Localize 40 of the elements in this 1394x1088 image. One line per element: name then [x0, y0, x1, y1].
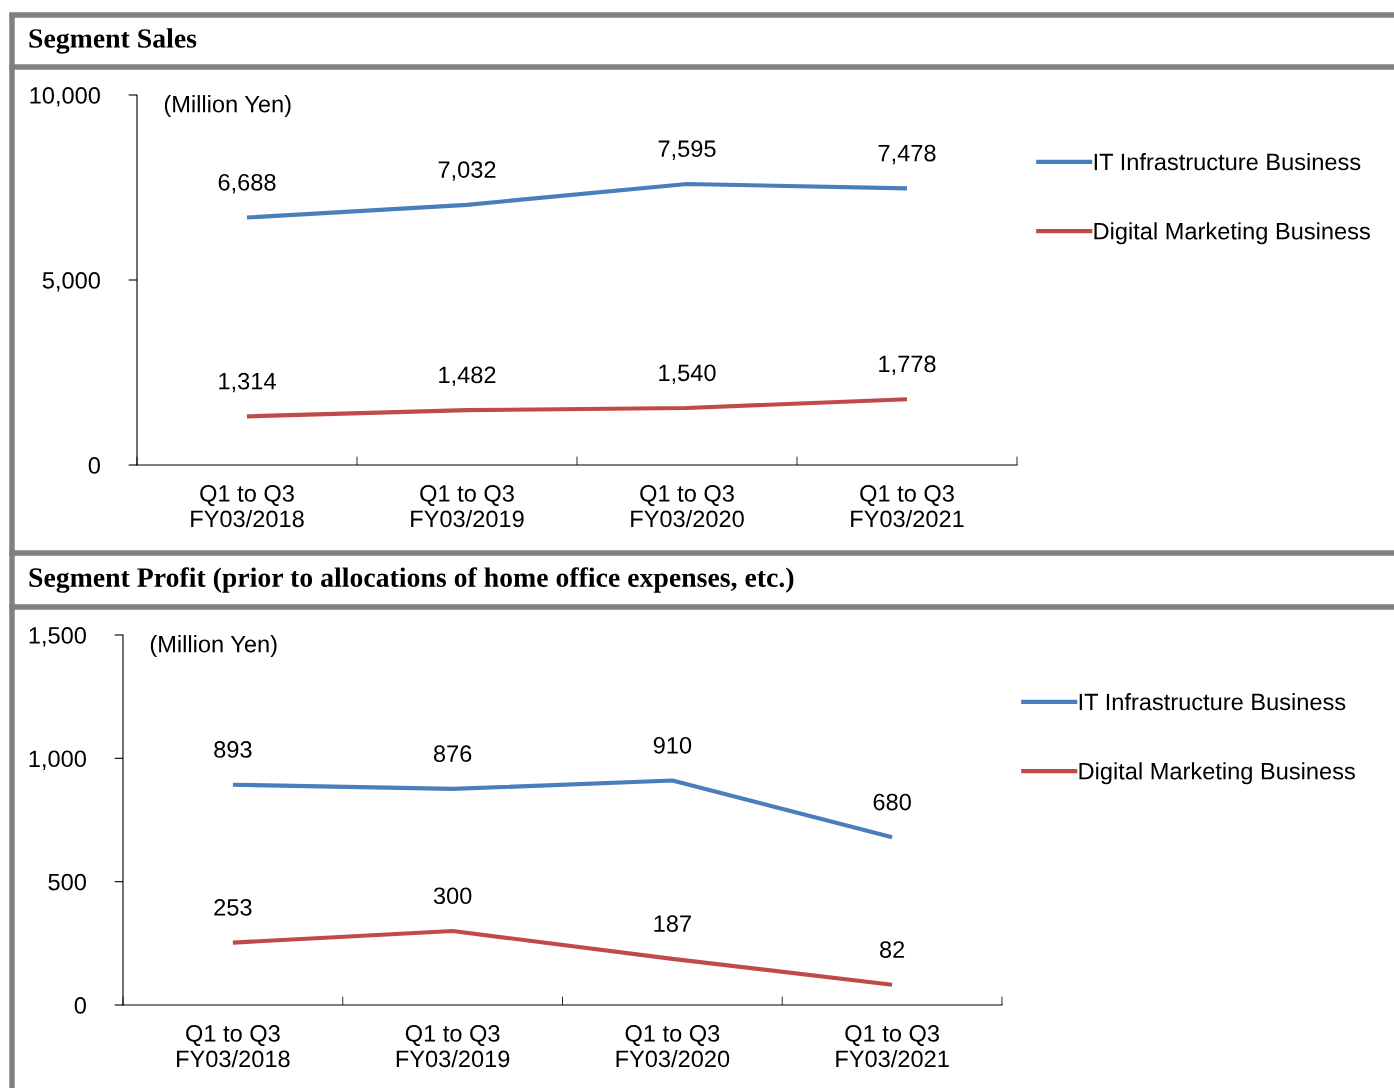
x-tick-label: Q1 to Q3 FY03/2018	[191, 485, 304, 528]
chart-title: Segment Sales	[29, 28, 197, 54]
data-label: 1,778	[879, 355, 936, 376]
legend-label: Digital Marketing Business	[1094, 222, 1370, 245]
annotation: (Million Yen)	[150, 635, 277, 658]
data-label: 680	[873, 793, 911, 811]
data-label: 7,478	[878, 144, 936, 165]
data-label: 187	[654, 915, 691, 932]
x-tick-label: Q1 to Q3 FY03/2020	[631, 485, 744, 528]
x-tick-label: Q1 to Q3 FY03/2019	[396, 1025, 510, 1068]
data-label: 7,595	[658, 140, 716, 160]
line-series	[244, 397, 910, 419]
data-label: 910	[653, 736, 692, 754]
data-label: 1,314	[219, 372, 276, 393]
legend-label: Digital Marketing Business	[1079, 762, 1355, 785]
x-tick-label: Q1 to Q3 FY03/2021	[836, 1025, 949, 1068]
y-tick-label: 1,500	[29, 627, 86, 647]
y-tick-label: 1,000	[29, 750, 86, 770]
y-tick-label: 5,000	[42, 272, 100, 292]
legend-label: IT Infrastructure Business	[1079, 692, 1346, 711]
data-label: 6,688	[218, 173, 276, 194]
y-tick-label: 0	[88, 457, 100, 474]
annotation: (Million Yen)	[164, 95, 291, 118]
x-tick-label: Q1 to Q3 FY03/2021	[851, 485, 964, 528]
chart-title: Segment Profit (prior to allocations of home office expenses, etc.)	[29, 567, 794, 593]
x-tick-label: Q1 to Q3 FY03/2019	[411, 485, 524, 528]
data-label: 893	[214, 741, 252, 758]
y-tick-label: 0	[74, 997, 86, 1014]
data-label: 876	[433, 745, 472, 763]
data-label: 82	[880, 941, 905, 958]
data-label: 1,482	[439, 366, 496, 387]
x-tick-label: Q1 to Q3 FY03/2020	[616, 1025, 730, 1068]
data-label: 300	[433, 887, 472, 905]
data-label: 1,540	[659, 364, 716, 384]
x-tick-label: Q1 to Q3 FY03/2018	[177, 1025, 290, 1068]
legend-label: IT Infrastructure Business	[1094, 152, 1361, 171]
data-label: 253	[214, 898, 252, 916]
data-label: 7,032	[438, 161, 496, 181]
y-tick-label: 10,000	[30, 87, 100, 107]
y-tick-label: 500	[48, 873, 86, 891]
